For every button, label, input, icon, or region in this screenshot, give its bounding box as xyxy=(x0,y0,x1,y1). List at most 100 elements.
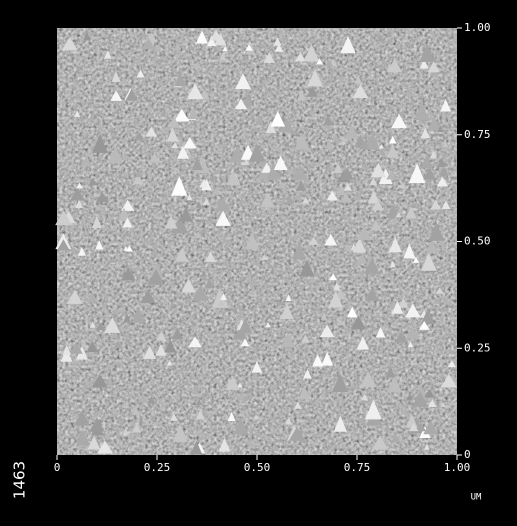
grain xyxy=(190,440,203,455)
grain xyxy=(92,134,109,153)
grain xyxy=(261,162,273,173)
grain xyxy=(80,156,92,167)
grain xyxy=(87,293,98,303)
grain xyxy=(166,360,173,366)
grain xyxy=(278,118,295,133)
grain xyxy=(427,61,440,73)
x-tick-label: 0 xyxy=(54,461,61,474)
grain xyxy=(292,242,307,259)
grain xyxy=(62,344,72,356)
x-unit: UM xyxy=(471,493,482,503)
grain xyxy=(70,186,85,201)
grain xyxy=(389,135,397,144)
grain xyxy=(232,327,248,340)
grain xyxy=(266,163,281,179)
grain xyxy=(420,307,436,325)
grain xyxy=(229,145,246,163)
grain xyxy=(251,360,263,373)
grain xyxy=(253,414,260,420)
x-tick-label: 0.75 xyxy=(344,461,371,474)
grain xyxy=(285,194,294,205)
grain xyxy=(136,69,145,78)
grain xyxy=(188,336,202,348)
grain xyxy=(107,145,124,164)
grain xyxy=(179,207,193,222)
grain xyxy=(155,343,167,356)
grain xyxy=(411,391,429,407)
grain xyxy=(246,387,253,394)
grain xyxy=(140,289,156,304)
grain xyxy=(436,176,449,187)
grain xyxy=(378,168,393,185)
grain xyxy=(55,210,72,226)
grain xyxy=(195,409,206,420)
grain xyxy=(405,206,417,219)
grain xyxy=(87,340,98,353)
grain xyxy=(216,210,231,226)
grain xyxy=(75,199,83,208)
grain xyxy=(369,177,378,186)
grain xyxy=(219,52,227,61)
grain xyxy=(240,338,250,347)
grain xyxy=(360,140,369,150)
y-tick-label: 0.25 xyxy=(464,341,491,354)
grain xyxy=(91,215,103,229)
grain xyxy=(218,437,231,452)
grain xyxy=(308,236,319,245)
grain xyxy=(344,124,359,139)
grain xyxy=(212,187,221,195)
grain xyxy=(423,167,436,180)
grain xyxy=(371,435,389,450)
y-tick-label: 0 xyxy=(464,448,471,461)
grain xyxy=(299,259,315,277)
grain xyxy=(255,115,263,126)
grain xyxy=(88,177,98,186)
grain xyxy=(419,320,430,330)
grain xyxy=(291,165,308,181)
grain xyxy=(394,332,408,343)
grain xyxy=(294,52,306,62)
grain xyxy=(326,190,339,201)
grain xyxy=(135,169,142,178)
grain xyxy=(166,127,179,142)
grain xyxy=(442,140,449,148)
grain xyxy=(245,44,253,51)
grain xyxy=(333,163,343,173)
grain xyxy=(147,268,165,285)
grain xyxy=(387,58,403,73)
grain xyxy=(336,184,347,196)
grain xyxy=(297,89,306,101)
grain xyxy=(66,289,83,304)
grain xyxy=(400,182,407,189)
grain xyxy=(80,339,88,348)
grain xyxy=(113,340,123,349)
grain xyxy=(427,115,441,131)
grain xyxy=(435,287,444,294)
grain xyxy=(83,31,91,41)
grain xyxy=(416,386,427,397)
grain xyxy=(171,176,188,196)
grain xyxy=(193,62,202,69)
grain xyxy=(265,120,277,133)
grain xyxy=(89,321,96,328)
grain xyxy=(346,306,358,318)
grain xyxy=(405,303,421,318)
grain xyxy=(121,267,136,281)
grain xyxy=(437,125,444,133)
grain xyxy=(386,204,401,218)
grain xyxy=(440,401,447,408)
grain xyxy=(188,107,200,119)
grain xyxy=(430,199,442,210)
grain xyxy=(312,354,324,367)
grain xyxy=(388,237,402,253)
grain xyxy=(365,288,379,301)
grain xyxy=(186,194,193,201)
grain xyxy=(364,257,380,274)
grain xyxy=(438,167,449,176)
grain xyxy=(441,200,451,209)
grain-layer xyxy=(55,29,458,455)
grain xyxy=(391,113,408,129)
grain xyxy=(131,306,146,323)
grain xyxy=(111,331,119,338)
